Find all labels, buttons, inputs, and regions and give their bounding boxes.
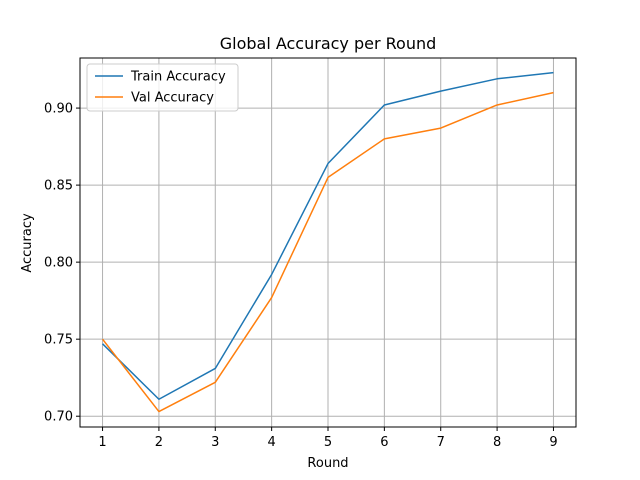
x-tick-label: 2	[155, 435, 163, 450]
y-tick-label: 0.70	[44, 410, 73, 425]
series-line-val-accuracy	[101, 91, 554, 413]
legend-label: Val Accuracy	[131, 91, 214, 106]
x-tick-label: 3	[211, 435, 219, 450]
series-lines	[101, 71, 554, 413]
x-tick-label: 4	[267, 435, 275, 450]
x-axis-ticks: 1 2 3 4 5 6 7 8 9	[98, 427, 558, 450]
y-tick-label: 0.85	[44, 179, 73, 194]
y-tick-label: 0.75	[44, 333, 73, 348]
legend-box	[86, 63, 239, 112]
series-line-train-accuracy	[102, 71, 554, 401]
y-tick-label: 0.90	[44, 102, 73, 117]
x-tick-label: 6	[380, 435, 388, 450]
y-tick-label: 0.80	[44, 256, 73, 271]
x-axis-label: Round	[307, 456, 348, 471]
x-tick-label: 5	[324, 435, 332, 450]
y-axis-ticks: 0.70 0.75 0.80 0.85 0.90	[44, 102, 80, 425]
chart-title: Global Accuracy per Round	[220, 34, 437, 53]
legend-label: Train Accuracy	[130, 70, 226, 85]
x-tick-label: 1	[98, 435, 106, 450]
x-tick-label: 8	[493, 435, 501, 450]
grid-lines	[80, 58, 576, 427]
x-tick-label: 9	[549, 435, 557, 450]
x-tick-label: 7	[437, 435, 445, 450]
y-axis-label: Accuracy	[20, 213, 35, 273]
legend: Train Accuracy Val Accuracy	[86, 63, 239, 112]
